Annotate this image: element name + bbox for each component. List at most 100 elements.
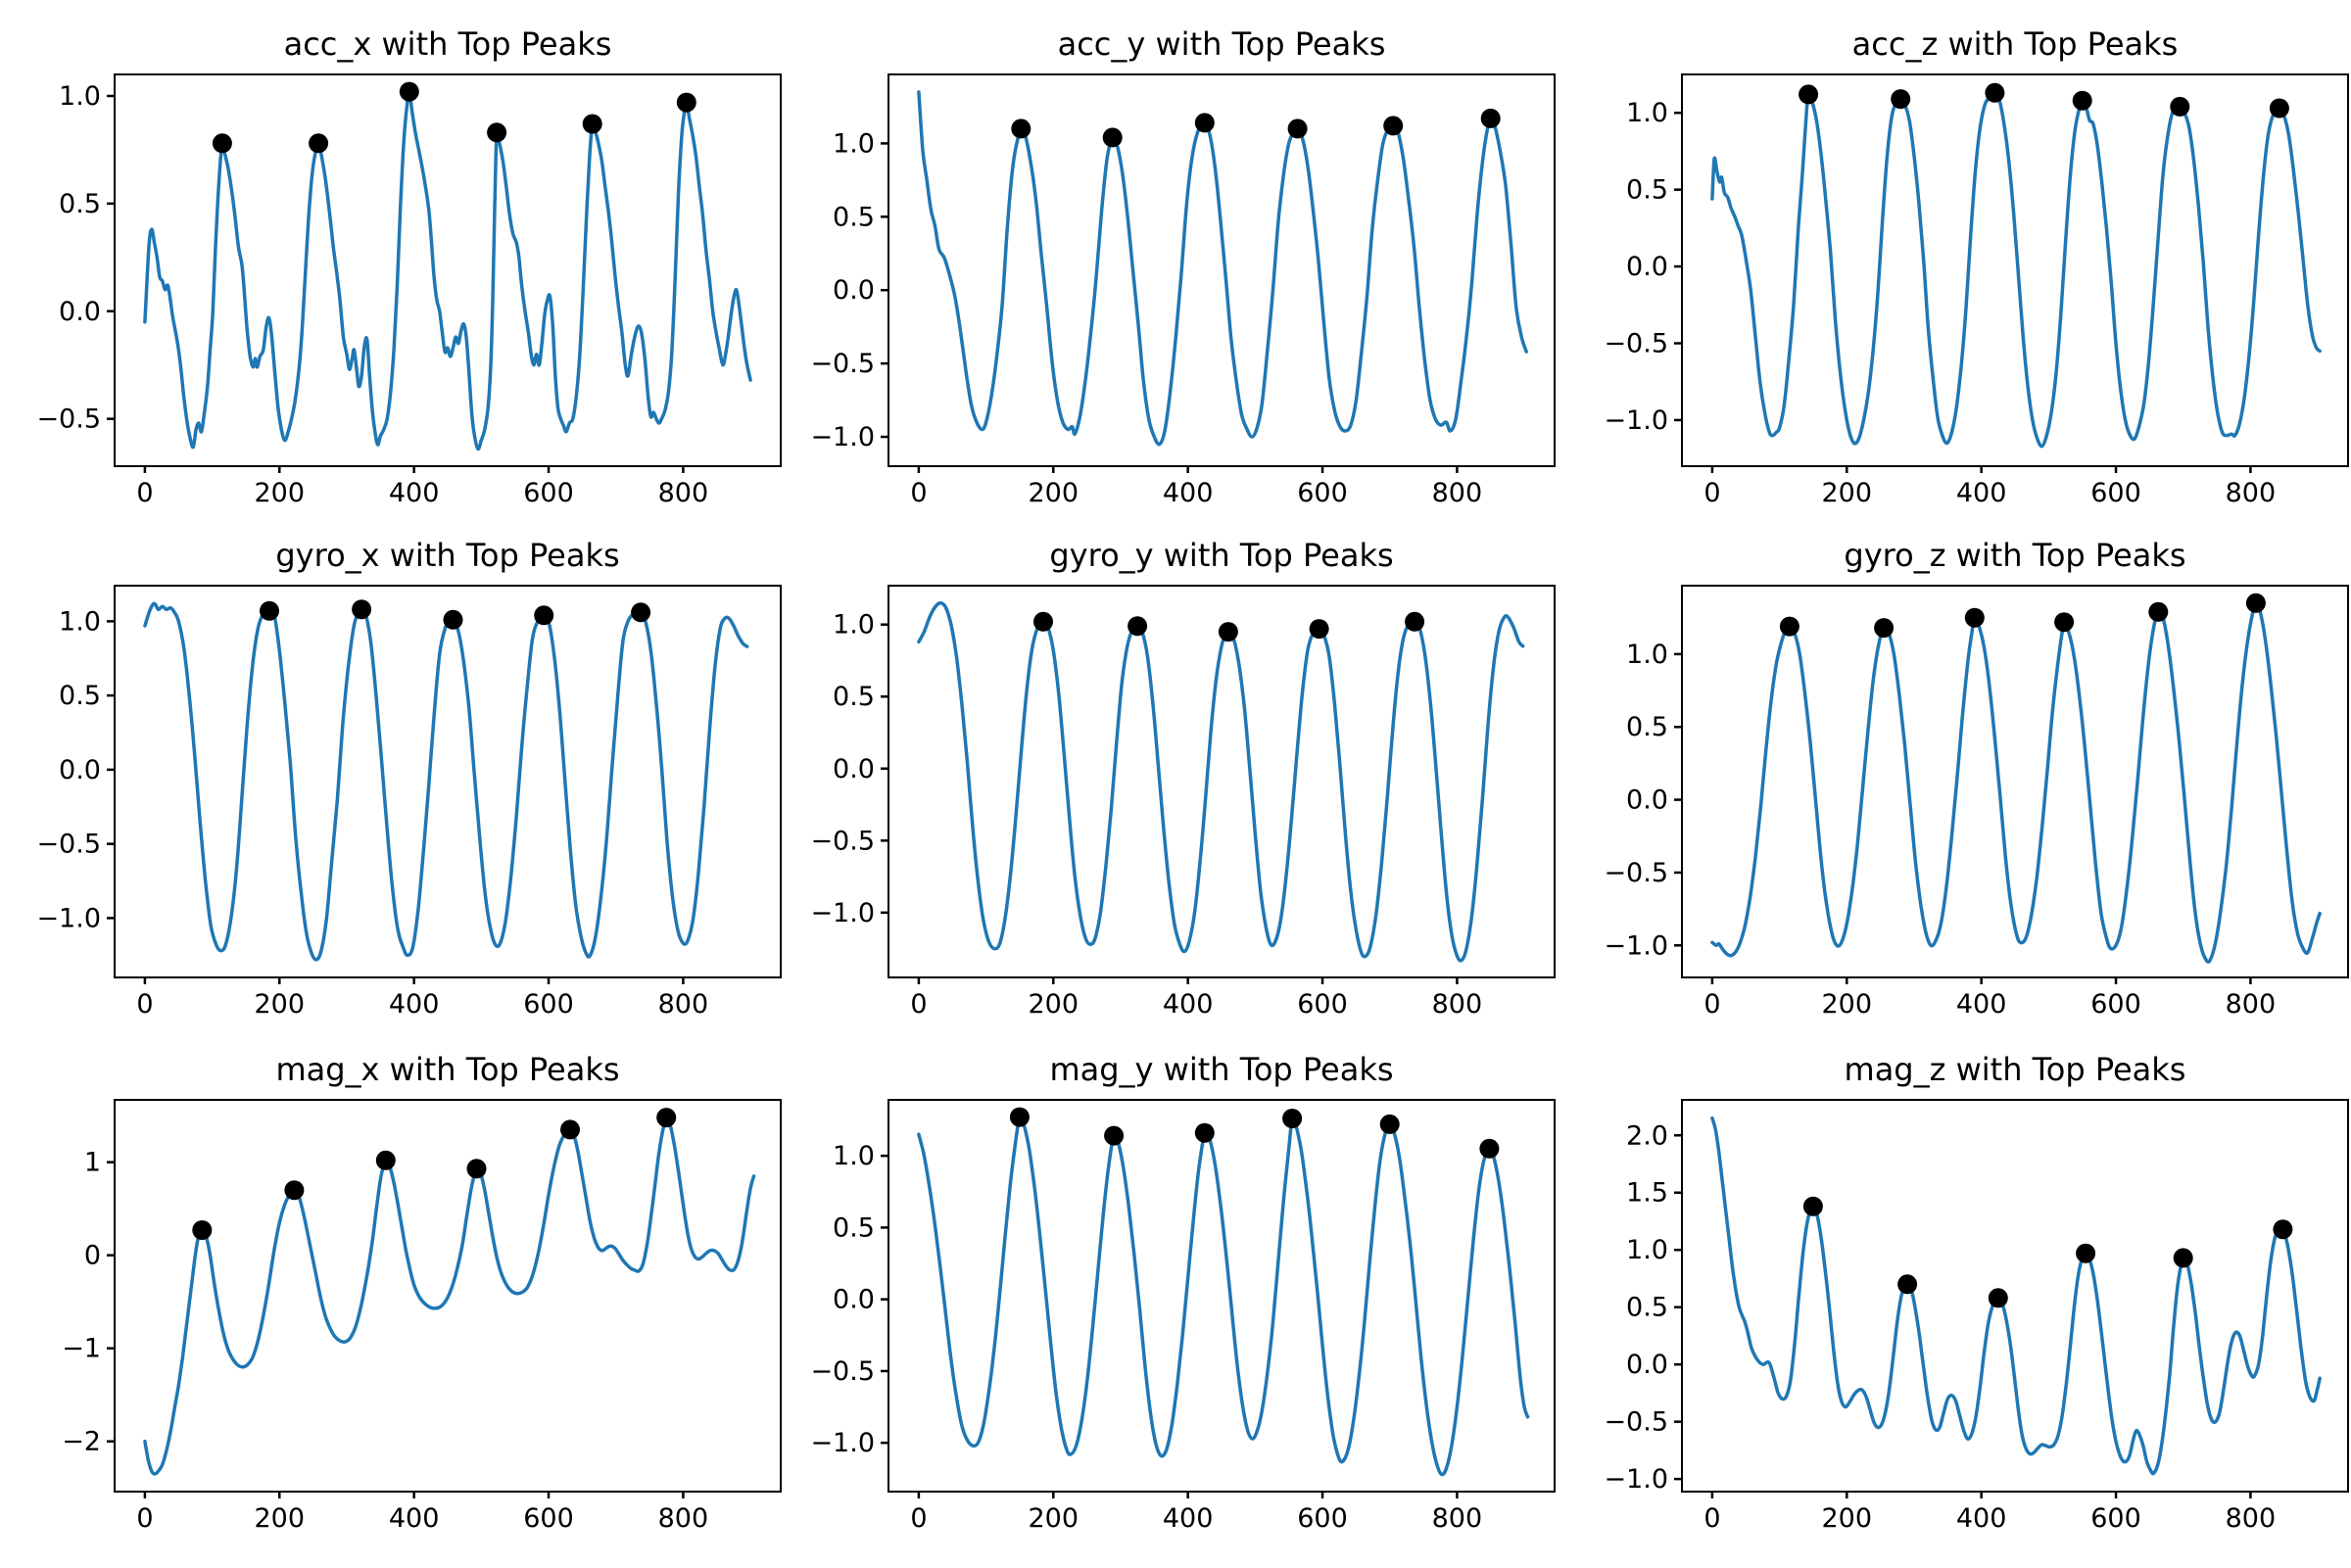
y-tick-label: −1.0 [36,903,101,933]
peak-marker [560,1119,580,1140]
y-tick-label: −0.5 [810,349,875,379]
peak-marker [676,92,696,113]
peak-marker [1988,1288,2008,1308]
y-tick-label: 0.0 [59,297,101,327]
peak-marker [2269,98,2289,119]
x-tick-label: 400 [389,1503,440,1534]
subplot-gyro-x: gyro_x with Top Peaks 0 200 400 600 800 1.0 0.5… [0,522,784,1045]
plot-spines [888,1099,1556,1493]
peak-marker [1799,84,1819,105]
x-tick-label: 400 [389,989,440,1020]
x-tick-label: 600 [523,478,574,508]
y-tick-label: 0.5 [1626,712,1668,742]
peak-marker [1379,1114,1400,1134]
axes-mag_x: 0 200 400 600 800 1 0 −1 −2 [62,1099,782,1534]
plot-spines [114,585,782,978]
peak-marker [284,1180,305,1201]
y-tick-label: −2 [62,1427,101,1457]
plot-spines [1681,73,2349,467]
signal-line-acc_z [1710,91,2322,449]
y-tick-label: 0.5 [833,1212,875,1243]
subplot-acc-z: acc_z with Top Peaks 0 200 400 600 800 1.0 0.5 0… [1567,0,2351,523]
y-tick-label: 0.5 [833,202,875,232]
y-tick-label: 0.5 [1626,175,1668,206]
x-tick-label: 400 [1956,1503,2007,1534]
peak-marker [260,600,279,621]
x-tick-label: 200 [1822,478,1873,508]
x-tick-label: 600 [2090,1503,2141,1534]
y-tick-label: 0.0 [1626,252,1668,282]
subplot-title: acc_z with Top Peaks [1852,25,2179,63]
y-tick-label: 0.5 [59,681,101,711]
y-tick-label: 2.0 [1626,1120,1668,1151]
x-tick-label: 800 [658,1503,709,1534]
x-tick-label: 200 [1822,989,1873,1020]
peak-marker [399,81,419,102]
y-tick-label: −1 [62,1334,101,1364]
x-tick-label: 400 [1163,989,1214,1020]
peak-marker [375,1150,396,1170]
y-tick-label: 1.0 [1626,640,1668,670]
peak-marker [1102,127,1123,148]
plot-spines [114,1099,782,1493]
signal-line-mag_z [1710,1116,2322,1476]
x-tick-label: 200 [1822,1503,1873,1534]
peak-marker [1891,89,1911,110]
signal-line-acc_x [143,89,752,451]
peak-marker [656,1108,677,1128]
y-tick-label: −1.0 [810,898,875,928]
peak-marker [1897,1274,1918,1295]
peak-marker [1194,1122,1215,1143]
axes-mag_z: 0 200 400 600 800 2.0 1.5 1.0 0.5 0.0 −0.5 −1.0 [1604,1099,2349,1534]
subplot-title: gyro_x with Top Peaks [275,537,619,574]
y-tick-label: −1.0 [810,422,875,452]
x-tick-label: 600 [1297,989,1348,1020]
y-tick-label: −0.5 [1604,858,1668,888]
signal-line-mag_y [917,1115,1530,1477]
y-tick-label: −0.5 [1604,329,1668,359]
axes-acc_y: 0 200 400 600 800 1.0 0.5 0.0 −0.5 −1.0 [810,73,1556,508]
y-tick-label: −0.5 [810,826,875,856]
y-tick-label: 1.5 [1626,1178,1668,1209]
peak-marker [2054,612,2075,633]
x-tick-label: 200 [255,1503,306,1534]
x-tick-label: 0 [1703,989,1720,1020]
peak-marker [2245,593,2266,613]
y-tick-label: 1.0 [59,606,101,637]
y-tick-label: 0.0 [1626,1350,1668,1380]
x-tick-label: 600 [2090,478,2141,508]
x-tick-label: 400 [389,478,440,508]
peak-marker [1985,82,2005,103]
y-tick-label: −0.5 [810,1356,875,1387]
y-tick-label: −0.5 [1604,1407,1668,1438]
x-tick-label: 600 [2090,989,2141,1020]
peak-marker [1218,622,1238,642]
peak-marker [309,133,329,154]
plot-spines [1681,585,2349,978]
peak-marker [1480,108,1501,128]
subplot-title: gyro_y with Top Peaks [1049,537,1393,574]
x-tick-label: 600 [523,989,574,1020]
subplot-gyro-y: gyro_y with Top Peaks 0 200 400 600 800 1.0 0.5… [784,522,1567,1045]
y-tick-label: 1.0 [1626,1235,1668,1265]
plot-spines [114,73,782,467]
x-tick-label: 800 [1432,989,1483,1020]
x-tick-label: 600 [523,1503,574,1534]
peak-marker [212,133,232,154]
subplot-title: mag_y with Top Peaks [1049,1051,1393,1088]
subplot-acc-x: acc_x with Top Peaks 0 200 400 600 800 1.0 0.5 0… [0,0,784,523]
subplot-title: acc_y with Top Peaks [1058,25,1386,63]
peak-marker [1104,1125,1125,1146]
subplot-mag-y: mag_y with Top Peaks 0 200 400 600 800 1.0 0.5 0… [784,1045,1567,1568]
peak-marker [1282,1109,1303,1128]
peak-marker [2273,1219,2293,1240]
y-tick-label: 0.5 [833,682,875,712]
x-tick-label: 800 [658,478,709,508]
signal-line-gyro_x [143,601,749,962]
x-tick-label: 400 [1956,989,2007,1020]
y-tick-label: 0 [84,1241,101,1271]
axes-gyro_z: 0 200 400 600 800 1.0 0.5 0.0 −0.5 −1.0 [1604,585,2349,1020]
x-tick-label: 800 [2226,989,2277,1020]
y-tick-label: −1.0 [1604,1464,1668,1495]
